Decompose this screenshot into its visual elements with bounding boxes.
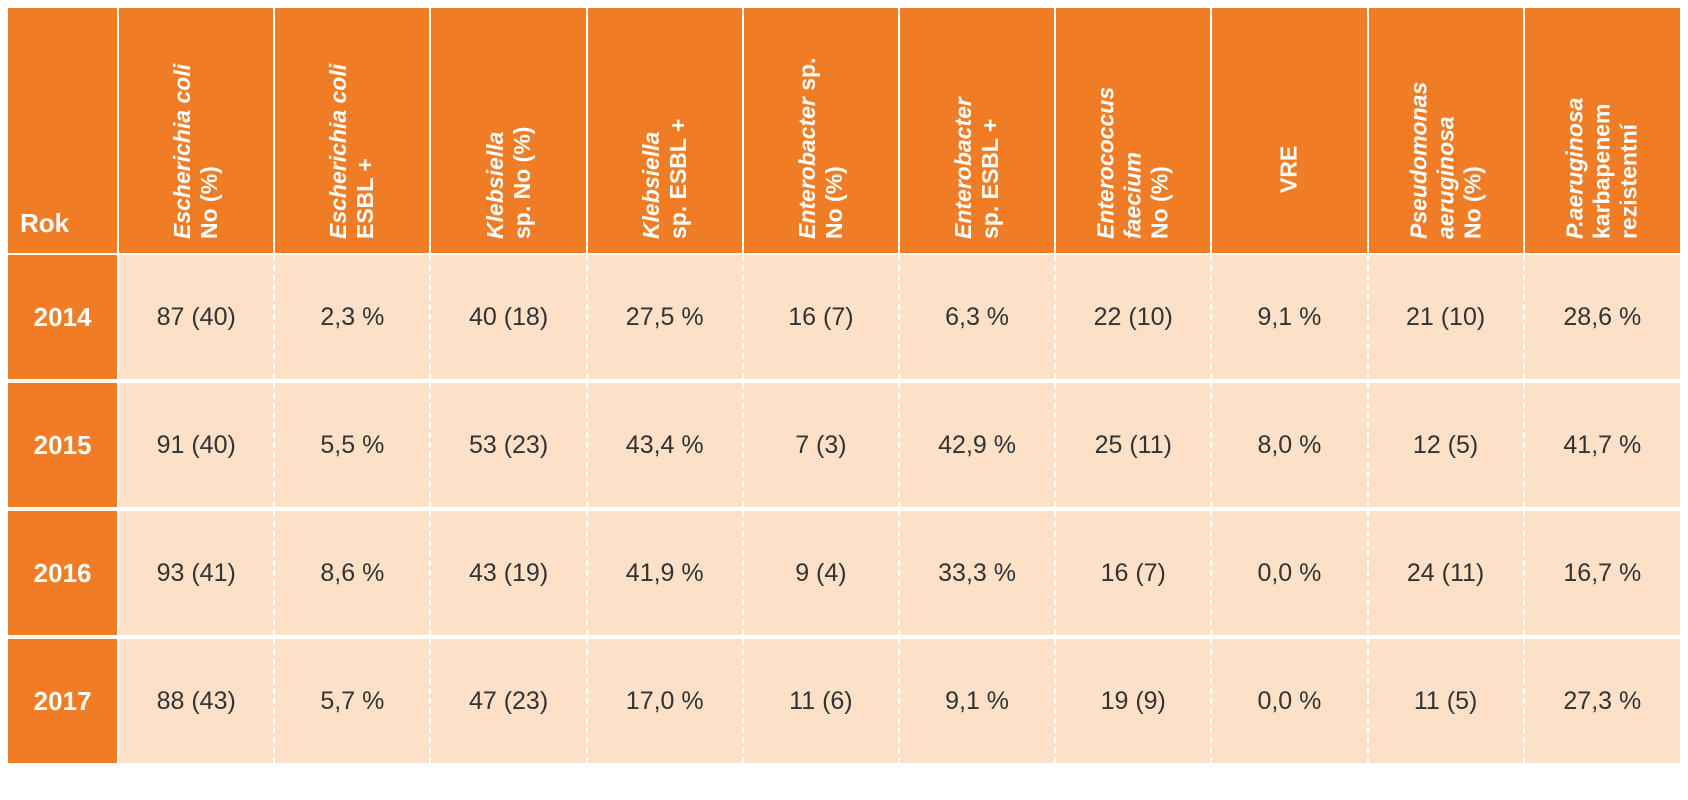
table-cell: 88 (43) xyxy=(118,637,276,763)
bacteria-resistance-table: Rok Escherichia coli No (%) Escherichia … xyxy=(8,8,1680,763)
table-cell: 11 (5) xyxy=(1367,637,1525,763)
table-row: 2015 91 (40) 5,5 % 53 (23) 43,4 % 7 (3) … xyxy=(8,381,1680,511)
header-text: VRE xyxy=(1275,145,1302,193)
header-text: Pseudomonas aeruginosa No (%) xyxy=(1405,81,1486,239)
row-year: 2016 xyxy=(8,509,120,639)
table-row: 2016 93 (41) 8,6 % 43 (19) 41,9 % 9 (4) … xyxy=(8,509,1680,639)
table-cell: 2,3 % xyxy=(274,254,432,383)
data-table-container: Rok Escherichia coli No (%) Escherichia … xyxy=(8,8,1680,800)
header-year: Rok xyxy=(8,8,120,255)
row-year: 2015 xyxy=(8,381,120,511)
table-cell: 27,3 % xyxy=(1523,637,1680,763)
table-cell: 16 (7) xyxy=(742,254,900,383)
row-year: 2017 xyxy=(8,637,120,763)
header-enterobacter-esbl: Enterobacter sp. ESBL + xyxy=(898,8,1057,255)
table-cell: 19 (9) xyxy=(1055,637,1213,763)
table-cell: 40 (18) xyxy=(430,254,588,383)
table-cell: 12 (5) xyxy=(1367,381,1525,511)
header-text: Enterobacter sp. No (%) xyxy=(793,57,847,240)
table-cell: 11 (6) xyxy=(742,637,900,763)
table-row: 2017 88 (43) 5,7 % 47 (23) 17,0 % 11 (6)… xyxy=(8,637,1680,763)
table-cell: 9 (4) xyxy=(742,509,900,639)
table-cell: 42,9 % xyxy=(898,381,1057,511)
header-text: P.aeruginosa karbapenem rezistentní xyxy=(1561,97,1642,239)
header-year-label: Rok xyxy=(20,208,70,238)
table-cell: 9,1 % xyxy=(898,637,1057,763)
header-vre: VRE xyxy=(1211,8,1369,255)
header-text: Enterococcus faecium No (%) xyxy=(1092,86,1173,239)
table-cell: 53 (23) xyxy=(430,381,588,511)
header-text: Klebsiella sp. No (%) xyxy=(481,126,535,239)
table-cell: 22 (10) xyxy=(1055,254,1213,383)
header-row: Rok Escherichia coli No (%) Escherichia … xyxy=(8,8,1680,255)
table-cell: 0,0 % xyxy=(1211,509,1369,639)
table-cell: 16,7 % xyxy=(1523,509,1680,639)
header-enterobacter-no: Enterobacter sp. No (%) xyxy=(742,8,900,255)
table-cell: 8,6 % xyxy=(274,509,432,639)
table-cell: 27,5 % xyxy=(586,254,744,383)
table-cell: 0,0 % xyxy=(1211,637,1369,763)
table-cell: 28,6 % xyxy=(1523,254,1680,383)
table-cell: 43,4 % xyxy=(586,381,744,511)
table-cell: 24 (11) xyxy=(1367,509,1525,639)
header-text: Escherichia coli ESBL + xyxy=(325,63,379,239)
table-cell: 25 (11) xyxy=(1055,381,1213,511)
header-text: Klebsiella sp. ESBL + xyxy=(637,118,691,239)
table-cell: 8,0 % xyxy=(1211,381,1369,511)
header-paeruginosa-karbapenem: P.aeruginosa karbapenem rezistentní xyxy=(1523,8,1680,255)
table-cell: 5,7 % xyxy=(274,637,432,763)
header-klebsiella-no: Klebsiella sp. No (%) xyxy=(430,8,588,255)
header-klebsiella-esbl: Klebsiella sp. ESBL + xyxy=(586,8,744,255)
table-cell: 7 (3) xyxy=(742,381,900,511)
table-cell: 41,7 % xyxy=(1523,381,1680,511)
row-year: 2014 xyxy=(8,254,120,383)
header-ecoli-no: Escherichia coli No (%) xyxy=(118,8,276,255)
table-row: 2014 87 (40) 2,3 % 40 (18) 27,5 % 16 (7)… xyxy=(8,254,1680,383)
table-cell: 43 (19) xyxy=(430,509,588,639)
header-enterococcus-no: Enterococcus faecium No (%) xyxy=(1055,8,1213,255)
table-cell: 47 (23) xyxy=(430,637,588,763)
table-cell: 41,9 % xyxy=(586,509,744,639)
header-text: Enterobacter sp. ESBL + xyxy=(950,97,1004,239)
table-cell: 93 (41) xyxy=(118,509,276,639)
table-cell: 91 (40) xyxy=(118,381,276,511)
table-cell: 33,3 % xyxy=(898,509,1057,639)
table-cell: 17,0 % xyxy=(586,637,744,763)
table-cell: 16 (7) xyxy=(1055,509,1213,639)
table-cell: 9,1 % xyxy=(1211,254,1369,383)
table-cell: 6,3 % xyxy=(898,254,1057,383)
header-text: Escherichia coli No (%) xyxy=(169,63,223,239)
table-cell: 5,5 % xyxy=(274,381,432,511)
header-ecoli-esbl: Escherichia coli ESBL + xyxy=(274,8,432,255)
table-cell: 87 (40) xyxy=(118,254,276,383)
table-cell: 21 (10) xyxy=(1367,254,1525,383)
header-pseudomonas-no: Pseudomonas aeruginosa No (%) xyxy=(1367,8,1525,255)
